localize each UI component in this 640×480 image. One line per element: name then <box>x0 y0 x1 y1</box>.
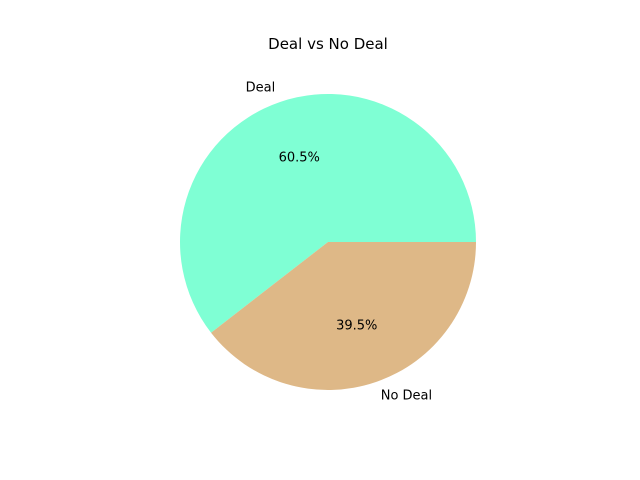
slice-label-deal: Deal <box>246 80 276 95</box>
chart-title: Deal vs No Deal <box>268 35 388 53</box>
slice-percent-no-deal: 39.5% <box>336 319 377 334</box>
pie-slice-deal <box>180 93 476 333</box>
pie-labels: Deal 60.5% No Deal 39.5% <box>246 80 432 403</box>
pie-slice-no-deal <box>211 242 476 390</box>
slice-label-no-deal: No Deal <box>381 389 432 404</box>
pie-slices <box>180 93 476 390</box>
slice-percent-deal: 60.5% <box>279 150 320 165</box>
